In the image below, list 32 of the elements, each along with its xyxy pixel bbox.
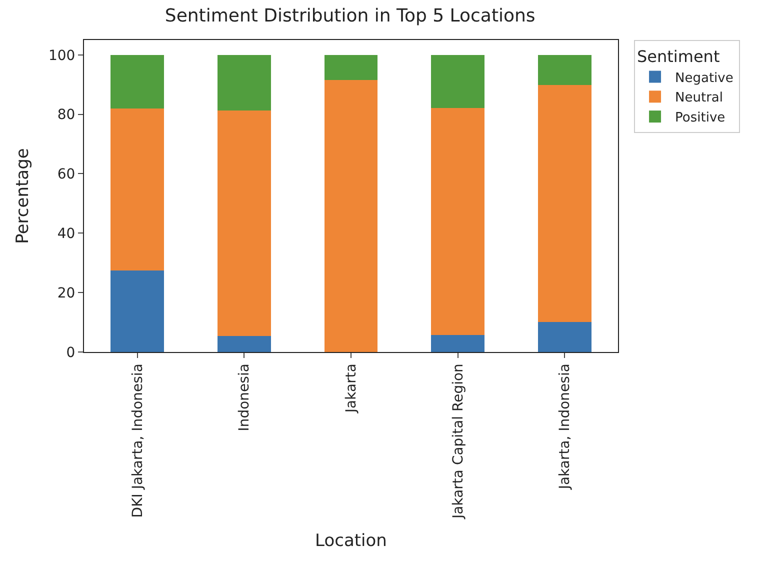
bar (324, 54, 378, 80)
bar (431, 335, 484, 352)
x-tick-label: DKI Jakarta, Indonesia (130, 364, 146, 518)
y-tick-label: 40 (57, 226, 76, 242)
x-tick-label: Jakarta Capital Region (450, 364, 466, 520)
y-tick-label: 0 (66, 344, 76, 361)
x-tick-label: Indonesia (236, 364, 253, 432)
y-tick-label: 100 (48, 48, 76, 64)
bar (218, 110, 271, 336)
y-tick-label: 80 (57, 107, 76, 124)
y-axis-title: Percentage (13, 148, 34, 244)
x-tick-label: Jakarta, Indonesia (557, 364, 574, 490)
legend-label: Neutral (675, 90, 724, 106)
x-tick-label: Jakarta (344, 364, 360, 414)
bar (110, 54, 164, 109)
bar (218, 336, 271, 352)
bar (431, 54, 484, 108)
bar (431, 108, 484, 336)
bar (110, 108, 164, 270)
x-axis-title: Location (315, 530, 387, 551)
legend-label: Negative (675, 70, 734, 86)
bar (538, 84, 592, 322)
bar (110, 270, 164, 352)
y-tick-label: 20 (57, 285, 76, 302)
legend-label: Positive (675, 110, 726, 126)
y-tick-label: 60 (57, 166, 76, 183)
chart-title: Sentiment Distribution in Top 5 Locations (164, 5, 536, 26)
bar (218, 54, 271, 111)
bar (538, 54, 592, 85)
bar (324, 80, 378, 352)
bar (538, 322, 592, 352)
legend-title: Sentiment (637, 46, 720, 66)
